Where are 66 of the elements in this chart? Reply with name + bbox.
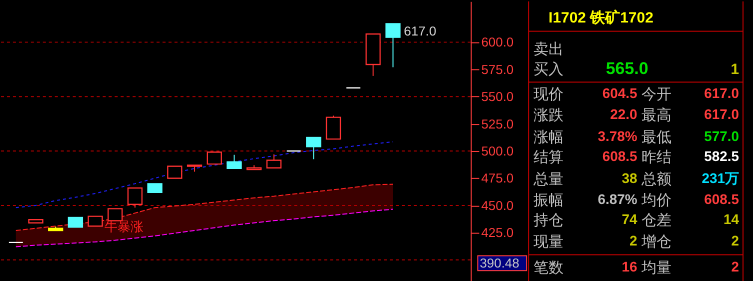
text: 均量 [640, 260, 672, 277]
line-series [15, 184, 394, 231]
candlestick [266, 154, 282, 168]
text: 笔数 [534, 260, 564, 277]
y-tick-label: 450.0 [481, 198, 514, 213]
line-series [15, 141, 394, 208]
text: 617.0 [704, 106, 740, 122]
text: 2 [630, 232, 638, 249]
text: 608.5 [704, 190, 740, 207]
text: 今开 [641, 86, 672, 104]
text: 昨结 [641, 148, 672, 166]
candlestick [306, 136, 322, 160]
y-tick-label: 475.0 [481, 170, 514, 186]
y-tick-label: 500.0 [481, 144, 514, 159]
text: 振幅 [534, 192, 564, 209]
text: 6.87% [598, 190, 638, 207]
text: 涨跌 [534, 107, 564, 124]
candlestick [206, 152, 222, 165]
text: 涨幅 [534, 129, 564, 146]
text: 231万 [702, 170, 740, 186]
y-tick-label: 425.0 [481, 225, 514, 240]
text: 2 [731, 232, 740, 249]
text: 总额 [640, 170, 672, 188]
candlestick [385, 23, 401, 68]
text: 617.0 [704, 85, 740, 102]
text: 565.0 [606, 59, 648, 78]
y-tick-label: 575.0 [481, 62, 514, 77]
line-series [15, 208, 394, 248]
candlestick [167, 166, 182, 179]
text: 最低 [641, 129, 672, 146]
text: 604.5 [602, 85, 638, 102]
text: 16 [622, 258, 638, 275]
text: 582.5 [704, 148, 740, 164]
candlestick [226, 154, 242, 170]
text: 14 [724, 210, 740, 227]
text: 608.5 [602, 148, 638, 164]
text: 总量 [532, 170, 564, 188]
text: 3.78% [598, 128, 638, 144]
y-tick-label: 550.0 [481, 89, 514, 104]
candlestick [88, 216, 103, 227]
text: 577.0 [704, 128, 740, 144]
y-tick-label: 600.0 [481, 34, 514, 50]
text: 38 [622, 170, 638, 186]
candlestick [127, 187, 143, 208]
y-tick-label: 525.0 [481, 116, 514, 132]
text: 现价 [534, 86, 564, 104]
text: 卖出 [534, 41, 564, 58]
text: 仓差 [641, 212, 672, 229]
text: 买入 [534, 61, 564, 78]
text: 390.48 [480, 256, 520, 271]
text: 74 [622, 210, 638, 227]
text: I1702 铁矿1702 [548, 8, 654, 26]
text: 持仓 [534, 212, 564, 229]
text: 2 [731, 258, 740, 275]
text: 最高 [641, 107, 672, 124]
annotation: 牛暴涨 [104, 218, 144, 234]
text: 结算 [534, 148, 564, 166]
text: 617.0 [404, 23, 436, 38]
text: 增仓 [640, 234, 672, 251]
text: 现量 [534, 234, 564, 251]
candlestick [108, 208, 123, 222]
text: 22.0 [610, 106, 638, 122]
text: 均价 [640, 192, 672, 209]
text: 1 [730, 61, 740, 78]
candlestick [326, 115, 342, 140]
candlestick [68, 216, 84, 228]
